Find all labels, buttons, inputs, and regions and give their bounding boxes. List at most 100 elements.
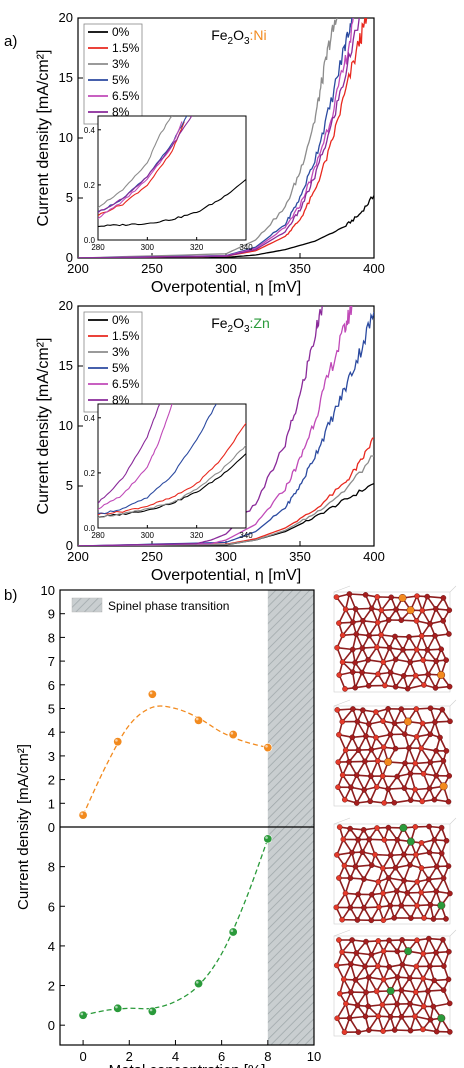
lattice-atom: [432, 633, 438, 639]
lattice-atom: [433, 863, 440, 870]
lattice-atom: [393, 888, 400, 894]
lattice-atom: [373, 988, 380, 995]
lattice-atom: [335, 784, 341, 791]
dopant-atom: [386, 986, 395, 995]
lattice-atom: [394, 837, 401, 843]
bond: [343, 963, 352, 980]
lattice-atom: [349, 734, 356, 741]
lattice-atom: [420, 950, 427, 957]
lattice-atom: [431, 977, 438, 984]
lattice-atom: [412, 824, 419, 830]
x-tick-label: 250: [141, 261, 163, 276]
lattice-atom: [339, 949, 345, 955]
x-tick-label: 6: [218, 1049, 225, 1064]
lattice-atom: [440, 936, 446, 943]
lattice-atom: [407, 770, 414, 777]
lattice-atom: [433, 658, 440, 664]
inset-y-tick-label: 0.2: [84, 469, 96, 478]
lattice-atom: [446, 1029, 453, 1035]
lattice-atom: [432, 719, 438, 725]
top-y-tick-label: 8: [48, 630, 55, 645]
lattice-atom: [373, 734, 379, 741]
bond: [356, 721, 367, 737]
lattice-atom: [336, 875, 342, 881]
zn-point-highlight: [115, 1005, 118, 1009]
lattice-atom: [353, 800, 360, 806]
lattice-atom: [413, 733, 420, 740]
series-line-5%: [78, 311, 374, 546]
zn-point-highlight: [230, 929, 234, 933]
lattice-atom: [348, 989, 354, 995]
top-y-tick-label: 6: [48, 678, 55, 693]
top-y-tick-label: 3: [48, 749, 55, 764]
x-axis-label: Metal concentration [%]: [109, 1062, 266, 1068]
y-tick-label: 5: [66, 478, 73, 493]
lattice-atom: [347, 904, 354, 911]
dopant-atom: [404, 947, 413, 956]
lattice-atom: [363, 938, 369, 945]
panel-label-b: b): [4, 587, 17, 604]
lattice-atom: [380, 659, 387, 665]
dopant-atom: [437, 901, 446, 910]
lattice-atom: [438, 850, 445, 857]
lattice-atom: [368, 862, 375, 868]
inset-x-tick-label: 340: [239, 531, 253, 540]
lattice-atom: [365, 657, 371, 663]
lattice-atom: [374, 594, 381, 600]
lattice-atom: [333, 962, 340, 969]
series-line-3%: [78, 455, 374, 546]
lattice-atom: [424, 647, 431, 653]
lattice-atom: [404, 890, 411, 896]
plot-frame: [59, 589, 315, 1046]
lattice-atom: [427, 705, 434, 712]
series-line-6.5%: [78, 306, 353, 546]
legend-box: [83, 23, 143, 125]
lattice-atom: [354, 1002, 361, 1009]
x-tick-label: 350: [289, 261, 311, 276]
lattice-atom: [336, 937, 342, 943]
x-axis-label: Overpotential, η [mV]: [151, 567, 301, 584]
lattice-atom: [352, 684, 359, 691]
lattice-atom: [413, 646, 420, 653]
lattice-atom: [360, 618, 366, 624]
lattice-atom: [386, 937, 392, 944]
unit-cell-edge: [449, 817, 457, 825]
legend-label: Spinel phase transition: [108, 599, 229, 613]
structure-zn-3: [333, 817, 457, 925]
inset-series-group: [98, 116, 246, 228]
lattice-atom: [336, 672, 343, 678]
ni-data-point: [228, 730, 238, 740]
lattice-atom: [412, 760, 419, 767]
lattice-atom: [346, 759, 352, 765]
inset-line-8%: [98, 116, 193, 214]
lattice-atom: [365, 683, 372, 689]
zn-chart: 200 250 300 350 400 0 5 10 15 20 Overpotential, η …: [35, 298, 385, 584]
ni-point-highlight: [265, 745, 268, 748]
lattice-atom: [419, 607, 426, 614]
lattice-atom: [359, 707, 366, 713]
lattice-atom: [399, 961, 406, 968]
lattice-atom: [339, 718, 346, 725]
inset-y-tick-label: 0.4: [84, 126, 96, 135]
lattice-atom: [447, 890, 453, 897]
concentration-chart: 0 1 2 3 4 5 6 7 8 9 10 0 2 4 6 8 0 2 4 6 8 10 Metal concentrat…: [15, 583, 321, 1068]
inset-line-6.5%: [98, 121, 183, 220]
lattice-atom: [430, 916, 437, 922]
legend-label: 5%: [112, 73, 130, 87]
lattice-atom: [392, 656, 399, 663]
lattice-atom: [366, 836, 373, 843]
lattice-atom: [426, 823, 432, 830]
x-tick-label: 250: [141, 549, 163, 564]
lattice-atom: [443, 916, 449, 922]
ni-data-point: [263, 743, 273, 753]
lattice-atom: [336, 824, 343, 830]
legend-swatch: [71, 597, 103, 613]
lattice-atom: [341, 1029, 348, 1035]
lattice-atom: [425, 935, 432, 942]
lattice-atom: [440, 875, 447, 882]
x-tick-label: 300: [215, 549, 237, 564]
x-tick-label: 200: [67, 261, 89, 276]
lattice-atom: [352, 977, 359, 983]
lattice-atom: [425, 876, 432, 883]
lattice-atom: [421, 915, 427, 921]
